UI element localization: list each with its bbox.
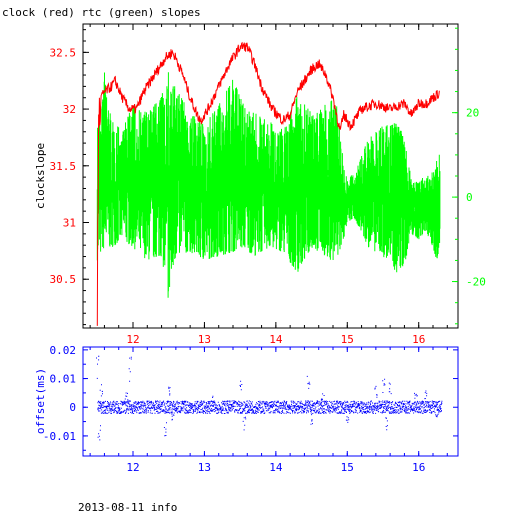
- bottom-x-tick-label: 14: [269, 461, 283, 474]
- clock-series: [96, 41, 440, 326]
- top-x-tick-label: 15: [341, 333, 354, 346]
- bottom-y-tick-label: 0.02: [50, 344, 77, 357]
- top-y-tick-label: 31.5: [50, 160, 77, 173]
- top-y2-tick-label: 20: [466, 107, 479, 120]
- top-x-tick-label: 12: [126, 333, 139, 346]
- offset-band-points: [97, 400, 443, 414]
- top-x-tick-label: 14: [269, 333, 283, 346]
- bottom-plot-axes: 12 13 14 15 16 -0.01 0 0.01 0.02: [43, 344, 458, 474]
- bottom-plot-frame: [82, 346, 459, 457]
- bottom-x-tick-label: 13: [198, 461, 211, 474]
- offset-outlier-points: [96, 355, 439, 441]
- bottom-y-tick-label: 0: [69, 401, 76, 414]
- chart-title: clock (red) rtc (green) slopes: [2, 6, 201, 19]
- top-x-tick-label: 13: [198, 333, 211, 346]
- top-ylabel: clockslope: [34, 143, 47, 209]
- top-y2-tick-label: -20: [466, 276, 486, 289]
- top-y-tick-label: 31: [63, 217, 76, 230]
- offset-series: [96, 355, 443, 441]
- rtc-series: [96, 72, 441, 298]
- footer-info: 2013-08-11 info: [78, 501, 177, 512]
- bottom-y-tick-label: -0.01: [43, 430, 76, 443]
- top-x-tick-label: 16: [412, 333, 425, 346]
- bottom-x-tick-label: 16: [412, 461, 425, 474]
- rtc-slope-line: [96, 72, 441, 298]
- top-y2-tick-label: 0: [466, 191, 473, 204]
- bottom-x-tick-label: 12: [126, 461, 139, 474]
- clock-slope-line: [96, 41, 440, 326]
- bottom-y-tick-label: 0.01: [50, 373, 77, 386]
- top-y-tick-label: 30.5: [50, 273, 77, 286]
- top-y-tick-label: 32: [63, 103, 76, 116]
- top-plot-axes: 12 13 14 15 16 30.5 31 31.5 32 32.5 -20 0 20: [50, 24, 486, 346]
- bottom-ylabel: offset(ms): [34, 368, 47, 434]
- bottom-x-tick-label: 15: [341, 461, 354, 474]
- top-y-tick-label: 32.5: [50, 46, 77, 59]
